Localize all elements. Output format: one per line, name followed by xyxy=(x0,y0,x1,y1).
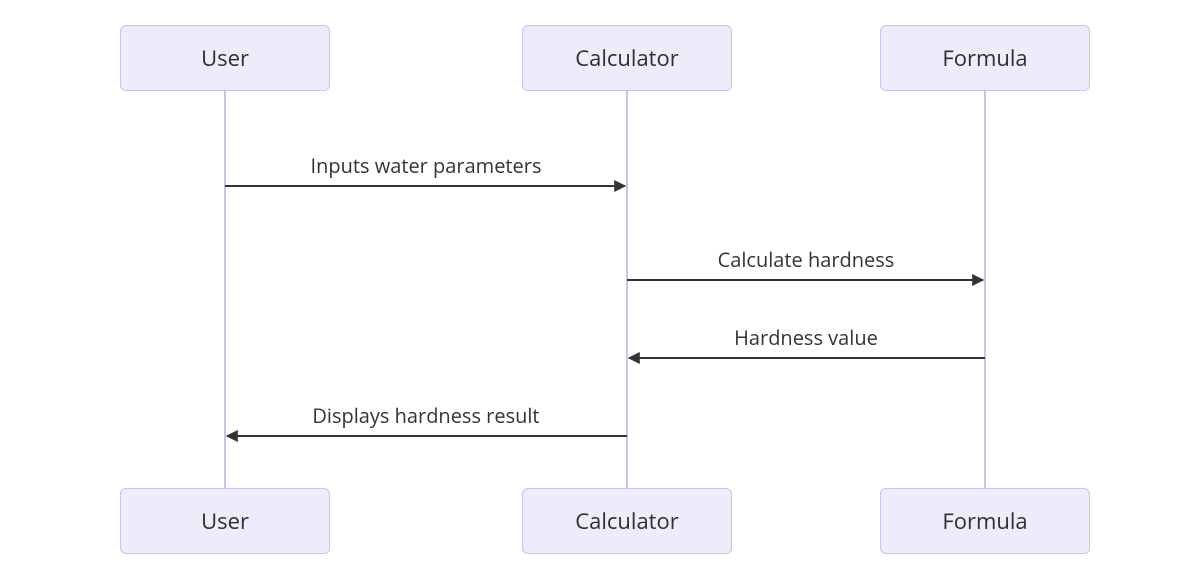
participant-user-bottom: User xyxy=(120,488,330,554)
participant-label: Formula xyxy=(942,506,1027,536)
message-label: Displays hardness result xyxy=(226,402,626,429)
participant-calculator-bottom: Calculator xyxy=(522,488,732,554)
message-label: Hardness value xyxy=(606,324,1006,351)
participant-label: Calculator xyxy=(575,43,679,73)
participant-label: Formula xyxy=(942,43,1027,73)
participant-calculator-top: Calculator xyxy=(522,25,732,91)
participant-label: User xyxy=(201,506,249,536)
message-label: Calculate hardness xyxy=(606,246,1006,273)
participant-formula-top: Formula xyxy=(880,25,1090,91)
participant-label: User xyxy=(201,43,249,73)
participant-label: Calculator xyxy=(575,506,679,536)
participant-user-top: User xyxy=(120,25,330,91)
sequence-diagram: Inputs water parameters Calculate hardnes… xyxy=(0,0,1200,581)
participant-formula-bottom: Formula xyxy=(880,488,1090,554)
message-label: Inputs water parameters xyxy=(226,152,626,179)
